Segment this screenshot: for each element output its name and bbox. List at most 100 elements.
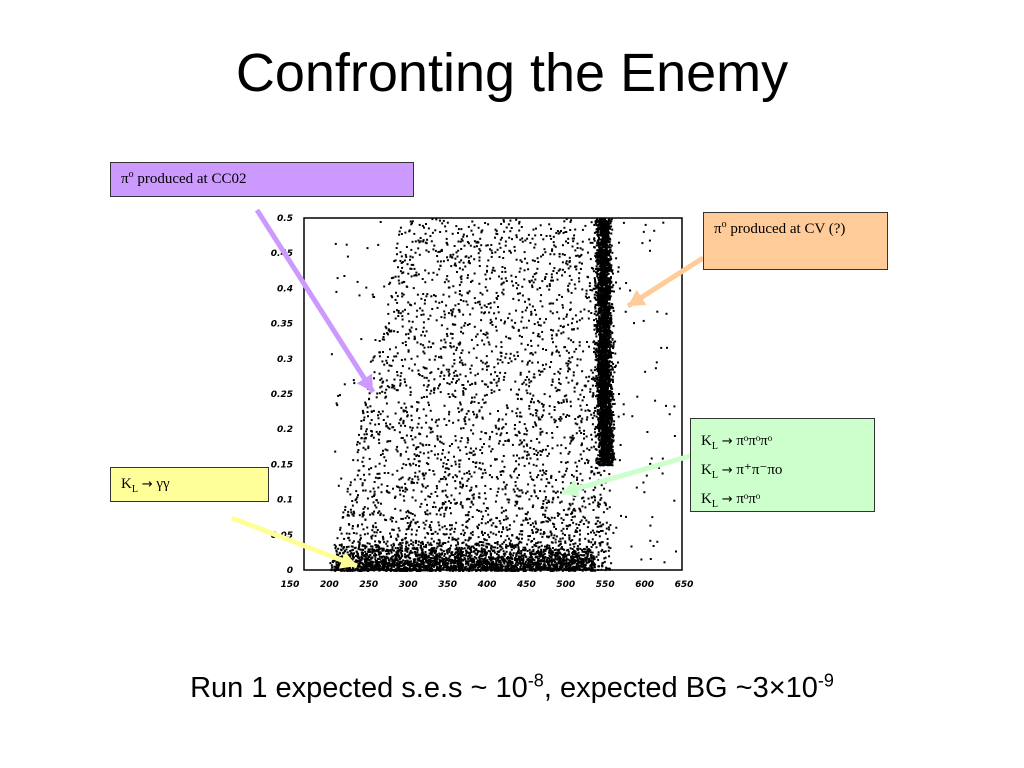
data-point (536, 562, 539, 565)
data-point (470, 338, 473, 341)
data-point (350, 549, 353, 552)
data-point (490, 271, 493, 274)
data-point (593, 556, 596, 559)
data-point (551, 380, 554, 383)
data-point (372, 554, 375, 557)
data-point (518, 552, 521, 555)
data-point (509, 551, 512, 554)
data-point (494, 458, 496, 461)
data-point (392, 276, 395, 279)
data-point (445, 230, 448, 233)
data-point (554, 548, 557, 551)
data-point (385, 327, 388, 330)
data-point (448, 473, 451, 476)
data-point (441, 452, 444, 455)
data-point (350, 552, 353, 555)
data-point (557, 544, 560, 547)
data-point (443, 404, 446, 407)
data-point (532, 568, 535, 571)
data-point (407, 554, 410, 557)
data-point (478, 248, 481, 251)
data-point (450, 567, 453, 570)
data-point (597, 290, 600, 293)
data-point (467, 557, 470, 560)
data-point (571, 566, 574, 569)
data-point (518, 334, 521, 337)
data-point (532, 479, 535, 481)
data-point (522, 381, 525, 384)
data-point (568, 567, 571, 570)
data-point (500, 531, 503, 534)
data-point (568, 559, 571, 562)
data-point (387, 472, 390, 474)
data-point (595, 522, 598, 525)
data-point (414, 553, 417, 555)
data-point (578, 459, 581, 462)
data-point (392, 426, 395, 429)
data-point (523, 464, 526, 467)
data-point (424, 281, 427, 284)
data-point (364, 518, 367, 521)
data-point (392, 359, 394, 362)
data-point (424, 511, 427, 514)
data-point (414, 561, 416, 564)
data-point (433, 453, 436, 456)
data-point (379, 413, 382, 416)
data-point (352, 557, 355, 560)
data-point (508, 250, 511, 252)
data-point (552, 341, 554, 344)
data-point (529, 471, 532, 474)
data-point (579, 472, 582, 475)
data-point (522, 326, 525, 329)
data-point (393, 549, 395, 552)
data-point (558, 470, 561, 473)
data-point (596, 520, 599, 523)
data-point (553, 568, 556, 571)
data-point (402, 422, 405, 425)
data-point (470, 255, 473, 258)
data-point (569, 220, 572, 223)
data-point (393, 558, 396, 561)
data-point (599, 498, 602, 501)
data-point (493, 551, 496, 554)
data-point (472, 567, 475, 570)
data-point (362, 507, 365, 510)
data-point (537, 528, 539, 531)
data-point (513, 470, 516, 473)
data-point (424, 554, 427, 557)
data-point (400, 255, 403, 258)
data-point (411, 369, 414, 372)
data-point (461, 504, 464, 507)
data-point (363, 533, 366, 536)
data-point (460, 228, 463, 231)
data-point (450, 560, 452, 563)
data-point (529, 413, 532, 416)
data-point (454, 396, 457, 398)
data-point (361, 562, 364, 565)
data-point (514, 380, 517, 383)
data-point (467, 564, 470, 567)
data-point (597, 401, 600, 403)
data-point (537, 333, 540, 335)
data-point (471, 569, 474, 572)
data-point (478, 496, 481, 499)
data-point (513, 249, 516, 252)
data-point (450, 346, 453, 349)
data-point (481, 339, 484, 342)
data-point (377, 551, 380, 554)
data-point (495, 432, 498, 435)
data-point (472, 564, 475, 567)
data-point (457, 569, 460, 571)
data-point (458, 310, 461, 313)
data-point (551, 249, 553, 252)
data-point (541, 474, 544, 477)
data-point (440, 372, 443, 374)
data-point (496, 563, 499, 566)
data-point (396, 374, 399, 377)
data-point (397, 485, 400, 488)
data-point (561, 475, 564, 478)
data-point (481, 293, 484, 296)
data-point (497, 295, 500, 297)
data-point (528, 405, 531, 407)
data-point (483, 468, 486, 471)
